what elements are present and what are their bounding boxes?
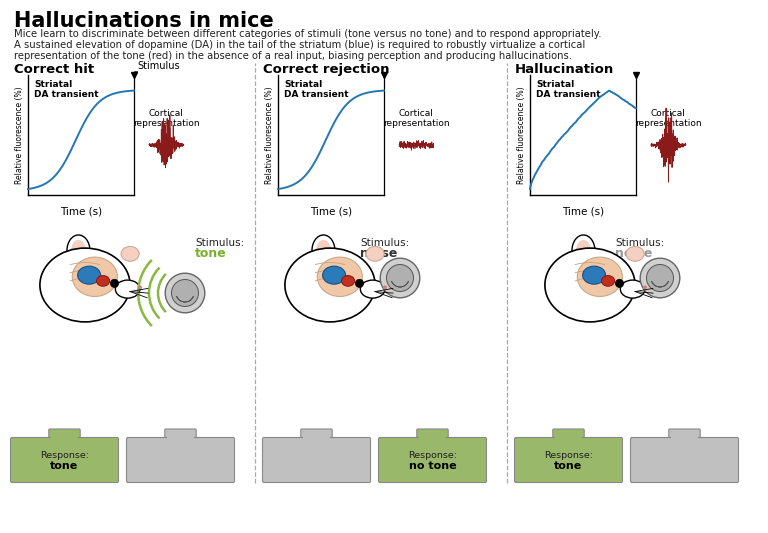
Circle shape [356,279,363,287]
Text: Time (s): Time (s) [310,207,352,217]
Ellipse shape [78,266,101,284]
FancyBboxPatch shape [379,438,486,482]
Circle shape [383,285,387,289]
Ellipse shape [285,248,375,322]
Circle shape [647,264,674,292]
Circle shape [386,264,413,292]
Text: Striatal
DA transient: Striatal DA transient [536,80,601,99]
Circle shape [165,273,205,313]
Text: Stimulus:: Stimulus: [195,238,244,248]
Ellipse shape [583,266,606,284]
FancyBboxPatch shape [631,438,739,482]
Text: tone: tone [195,247,227,260]
Circle shape [380,258,420,298]
Text: Cortical
representation: Cortical representation [635,109,702,128]
Circle shape [641,258,680,298]
Text: Mice learn to discriminate between different categories of stimuli (tone versus : Mice learn to discriminate between diffe… [14,29,601,39]
Ellipse shape [342,276,355,286]
Text: Correct rejection: Correct rejection [263,63,389,76]
Text: tone: tone [51,461,78,471]
Text: Hallucinations in mice: Hallucinations in mice [14,11,273,31]
Ellipse shape [626,246,644,261]
Ellipse shape [121,246,139,261]
Ellipse shape [316,240,331,261]
Circle shape [171,279,198,306]
Bar [555,430,581,440]
Ellipse shape [72,257,118,296]
Text: A sustained elevation of dopamine (DA) in the tail of the striatum (blue) is req: A sustained elevation of dopamine (DA) i… [14,40,585,50]
FancyBboxPatch shape [165,429,196,441]
Ellipse shape [115,280,140,298]
Text: Hallucination: Hallucination [515,63,614,76]
Ellipse shape [97,276,110,286]
Bar [419,430,445,440]
Ellipse shape [621,280,645,298]
Text: Stimulus:: Stimulus: [615,238,664,248]
FancyBboxPatch shape [417,429,449,441]
Ellipse shape [578,257,622,296]
Ellipse shape [40,248,130,322]
FancyBboxPatch shape [127,438,234,482]
FancyBboxPatch shape [669,429,700,441]
Ellipse shape [323,266,346,284]
Circle shape [615,279,624,287]
Ellipse shape [71,240,86,261]
Text: Relative fluorescence (%): Relative fluorescence (%) [15,86,24,184]
Ellipse shape [67,235,90,266]
Text: Time (s): Time (s) [562,207,604,217]
Text: Stimulus:: Stimulus: [360,238,409,248]
FancyBboxPatch shape [553,429,584,441]
Text: Response:: Response: [40,450,89,459]
Bar [51,430,78,440]
FancyBboxPatch shape [49,429,80,441]
Text: Correct hit: Correct hit [14,63,94,76]
Text: Cortical
representation: Cortical representation [133,109,200,128]
Text: Cortical
representation: Cortical representation [383,109,450,128]
Bar [303,430,329,440]
Text: Response:: Response: [408,450,457,459]
Text: Relative fluorescence (%): Relative fluorescence (%) [265,86,274,184]
Ellipse shape [360,280,385,298]
FancyBboxPatch shape [301,429,333,441]
Ellipse shape [572,235,595,266]
FancyBboxPatch shape [263,438,370,482]
Ellipse shape [366,246,384,261]
Circle shape [138,285,142,289]
Bar [671,430,697,440]
Text: Striatal
DA transient: Striatal DA transient [34,80,98,99]
Text: Time (s): Time (s) [60,207,102,217]
Ellipse shape [576,240,591,261]
FancyBboxPatch shape [11,438,118,482]
Ellipse shape [545,248,635,322]
Text: Stimulus: Stimulus [137,61,180,71]
Circle shape [643,285,647,289]
Text: Response:: Response: [544,450,593,459]
Text: no tone: no tone [409,461,456,471]
Text: Striatal
DA transient: Striatal DA transient [284,80,349,99]
Ellipse shape [601,276,614,286]
FancyBboxPatch shape [515,438,623,482]
Text: tone: tone [554,461,583,471]
Text: noise: noise [615,247,652,260]
Text: representation of the tone (red) in the absence of a real input, biasing percept: representation of the tone (red) in the … [14,51,572,61]
Ellipse shape [312,235,335,266]
Text: Relative fluorescence (%): Relative fluorescence (%) [517,86,526,184]
Bar [167,430,194,440]
Ellipse shape [317,257,362,296]
Circle shape [111,279,118,287]
Text: noise: noise [360,247,397,260]
